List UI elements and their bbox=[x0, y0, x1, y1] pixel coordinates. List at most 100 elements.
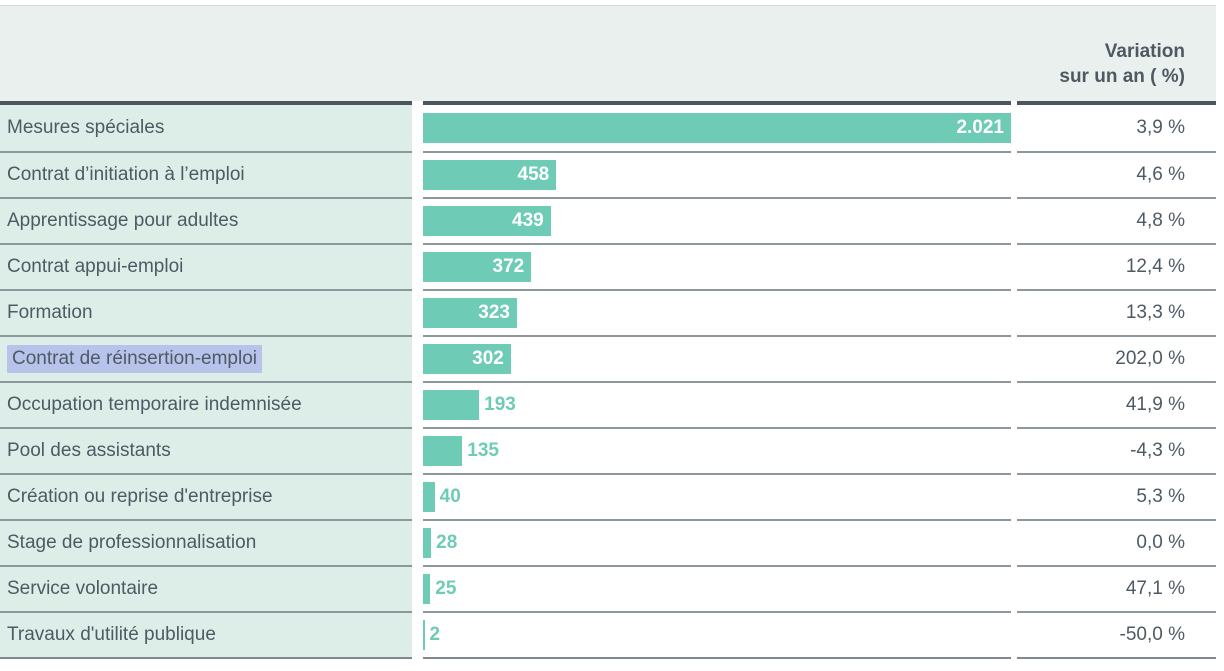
row-label: Contrat appui-emploi bbox=[7, 256, 184, 277]
bar-value-label: 458 bbox=[517, 164, 550, 185]
column-gap bbox=[1011, 565, 1017, 611]
row-label: Création ou reprise d'entreprise bbox=[7, 486, 273, 507]
column-gap bbox=[1011, 105, 1017, 151]
header-divider-rule bbox=[0, 101, 1216, 105]
column-gap bbox=[412, 243, 423, 289]
table-bottom-rule bbox=[0, 657, 1216, 659]
bar-cell: 372 bbox=[423, 243, 1011, 289]
value-bar bbox=[423, 528, 432, 558]
column-gap bbox=[412, 289, 423, 335]
bar-cell: 25 bbox=[423, 565, 1011, 611]
row-label-cell: Travaux d'utilité publique bbox=[0, 611, 412, 657]
row-label: Stage de professionnalisation bbox=[7, 532, 257, 553]
bar-cell: 439 bbox=[423, 197, 1011, 243]
column-gap bbox=[1011, 473, 1017, 519]
value-bar: 458 bbox=[423, 160, 557, 190]
table-row: Travaux d'utilité publique 2 -50,0 % bbox=[0, 611, 1216, 657]
column-gap bbox=[412, 427, 423, 473]
table-row: Contrat de réinsertion-emploi 302 202,0 % bbox=[0, 335, 1216, 381]
bar-value-label: 2.021 bbox=[956, 117, 1004, 138]
column-gap bbox=[1011, 519, 1017, 565]
table-header: Variation sur un an ( %) bbox=[0, 5, 1216, 101]
variation-value: 41,9 % bbox=[1017, 381, 1216, 427]
column-gap bbox=[412, 519, 423, 565]
row-label: Formation bbox=[7, 302, 93, 323]
column-gap bbox=[412, 611, 423, 657]
row-label-cell: Stage de professionnalisation bbox=[0, 519, 412, 565]
row-label-cell: Service volontaire bbox=[0, 565, 412, 611]
value-bar bbox=[423, 482, 435, 512]
variation-header-line1: Variation bbox=[1104, 41, 1185, 62]
rule-gap bbox=[412, 101, 423, 105]
column-gap bbox=[412, 335, 423, 381]
statistics-table: Variation sur un an ( %) Mesures spécial… bbox=[0, 0, 1216, 659]
bar-cell: 2 bbox=[423, 611, 1011, 657]
table-row: Stage de professionnalisation 28 0,0 % bbox=[0, 519, 1216, 565]
row-label: Occupation temporaire indemnisée bbox=[7, 394, 302, 415]
variation-value: 5,3 % bbox=[1017, 473, 1216, 519]
variation-value: 47,1 % bbox=[1017, 565, 1216, 611]
column-gap bbox=[1011, 335, 1017, 381]
rule-segment bbox=[0, 101, 412, 105]
variation-value: 13,3 % bbox=[1017, 289, 1216, 335]
column-gap bbox=[412, 151, 423, 197]
bar-value-label: 323 bbox=[478, 302, 510, 323]
table-row: Service volontaire 25 47,1 % bbox=[0, 565, 1216, 611]
row-label-cell: Contrat d’initiation à l’emploi bbox=[0, 151, 412, 197]
row-label-cell: Mesures spéciales bbox=[0, 105, 412, 151]
table-row: Contrat appui-emploi 372 12,4 % bbox=[0, 243, 1216, 289]
bar-cell: 2.021 bbox=[423, 105, 1011, 151]
rule-segment bbox=[423, 657, 1011, 659]
column-gap bbox=[412, 381, 423, 427]
column-gap bbox=[1011, 381, 1017, 427]
row-label-cell: Contrat appui-emploi bbox=[0, 243, 412, 289]
bar-cell: 323 bbox=[423, 289, 1011, 335]
table-row: Mesures spéciales 2.021 3,9 % bbox=[0, 105, 1216, 151]
rule-segment bbox=[423, 101, 1011, 105]
top-margin bbox=[0, 0, 1216, 5]
variation-value: 0,0 % bbox=[1017, 519, 1216, 565]
bar-value-label: 439 bbox=[512, 210, 544, 231]
rule-gap bbox=[1011, 101, 1017, 105]
column-gap bbox=[1011, 289, 1017, 335]
value-bar bbox=[423, 620, 425, 650]
bar-cell: 193 bbox=[423, 381, 1011, 427]
row-label: Pool des assistants bbox=[7, 440, 171, 461]
row-label-highlighted: Contrat de réinsertion-emploi bbox=[7, 345, 263, 373]
bar-value-label: 302 bbox=[472, 348, 504, 369]
value-bar bbox=[423, 574, 431, 604]
variation-value: 202,0 % bbox=[1017, 335, 1216, 381]
table-row: Apprentissage pour adultes 439 4,8 % bbox=[0, 197, 1216, 243]
value-bar: 302 bbox=[423, 344, 511, 374]
column-gap bbox=[1011, 243, 1017, 289]
bar-value-label: 2 bbox=[429, 624, 441, 645]
variation-value: -4,3 % bbox=[1017, 427, 1216, 473]
column-gap bbox=[1011, 611, 1017, 657]
row-label-cell: Formation bbox=[0, 289, 412, 335]
table-body: Mesures spéciales 2.021 3,9 % Contrat d’ini… bbox=[0, 105, 1216, 657]
value-bar: 372 bbox=[423, 252, 532, 282]
row-label-cell: Apprentissage pour adultes bbox=[0, 197, 412, 243]
column-gap bbox=[412, 105, 423, 151]
bar-cell: 28 bbox=[423, 519, 1011, 565]
bar-cell: 40 bbox=[423, 473, 1011, 519]
bar-value-label: 372 bbox=[492, 256, 525, 277]
bar-value-label: 40 bbox=[439, 486, 461, 507]
bar-cell: 458 bbox=[423, 151, 1011, 197]
table-row: Occupation temporaire indemnisée 193 41,9 … bbox=[0, 381, 1216, 427]
bar-value-label: 193 bbox=[484, 394, 516, 415]
row-label-cell: Pool des assistants bbox=[0, 427, 412, 473]
table-row: Formation 323 13,3 % bbox=[0, 289, 1216, 335]
rule-segment bbox=[0, 657, 412, 659]
column-gap bbox=[412, 473, 423, 519]
column-gap bbox=[1011, 427, 1017, 473]
rule-gap bbox=[1011, 657, 1017, 659]
variation-value: 12,4 % bbox=[1017, 243, 1216, 289]
value-bar: 323 bbox=[423, 298, 517, 328]
rule-segment bbox=[1017, 657, 1216, 659]
table-row: Création ou reprise d'entreprise 40 5,3 % bbox=[0, 473, 1216, 519]
row-label: Mesures spéciales bbox=[7, 117, 165, 138]
row-label: Service volontaire bbox=[7, 578, 159, 599]
column-gap bbox=[412, 565, 423, 611]
row-label-cell: Contrat de réinsertion-emploi bbox=[0, 335, 412, 381]
